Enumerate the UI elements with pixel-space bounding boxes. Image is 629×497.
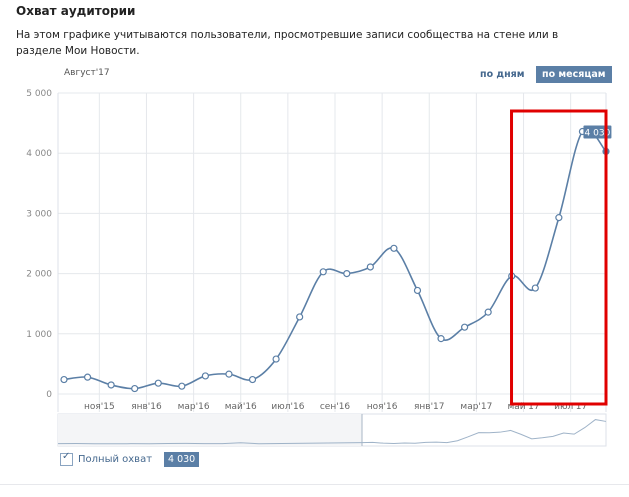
x-tick-label: янв'16: [131, 402, 162, 412]
data-point: [555, 214, 563, 222]
data-point: [296, 313, 304, 321]
x-tick-label: ноя'16: [367, 402, 398, 412]
y-tick-label: 2 000: [26, 270, 52, 280]
plot-background: [58, 93, 606, 394]
period-label: Август'17: [64, 68, 110, 78]
data-point: [390, 244, 398, 252]
y-tick-label: 5 000: [26, 89, 52, 99]
chart-legend: Полный охват 4 030: [60, 451, 200, 467]
data-point: [83, 373, 92, 381]
y-tick-label: 1 000: [26, 330, 52, 340]
x-tick-label: мар'17: [460, 402, 492, 412]
x-tick-label: янв'17: [414, 402, 445, 412]
x-tick-label: июл'16: [271, 402, 304, 412]
page-description: На этом графике учитываются пользователи…: [16, 29, 559, 57]
data-point: [319, 268, 327, 276]
y-tick-label: 4 000: [26, 149, 52, 159]
full-reach-checkbox[interactable]: [60, 451, 73, 466]
value-tooltip: 4 030: [585, 129, 611, 139]
x-tick-label: мар'16: [178, 402, 210, 412]
x-tick-label: май'17: [507, 402, 539, 412]
value-tooltip-bg: [583, 125, 612, 139]
by-months-button[interactable]: по месяцам: [536, 66, 612, 83]
divider: [0, 484, 629, 485]
data-point: [413, 286, 422, 295]
data-point: [225, 370, 233, 378]
legend-value-badge: 4 030: [164, 452, 200, 467]
y-tick-label: 0: [46, 390, 52, 400]
data-point: [272, 355, 280, 363]
navigator-line: [57, 419, 607, 445]
page-title: Охват аудитории: [16, 4, 136, 18]
x-tick-label: сен'16: [320, 402, 351, 412]
data-point: [531, 284, 539, 292]
data-point: [201, 372, 209, 380]
data-point: [437, 335, 445, 343]
data-point: [131, 384, 139, 393]
data-point: [60, 375, 68, 384]
x-tick-label: июл'17: [554, 402, 587, 412]
data-point: [484, 308, 492, 316]
x-tick-label: май'16: [225, 402, 257, 412]
data-point: [107, 381, 115, 389]
legend-series-label[interactable]: Полный охват: [78, 454, 153, 465]
by-days-button[interactable]: по дням: [480, 69, 525, 80]
data-point: [366, 263, 374, 271]
x-tick-label: ноя'15: [84, 402, 115, 412]
data-point: [178, 382, 186, 390]
navigator-shade: [58, 414, 362, 446]
data-point: [343, 270, 351, 278]
highlight-box: [510, 109, 608, 406]
y-tick-label: 3 000: [26, 209, 52, 219]
data-point: [154, 379, 162, 387]
data-point: [248, 375, 257, 384]
data-point: [461, 323, 469, 331]
